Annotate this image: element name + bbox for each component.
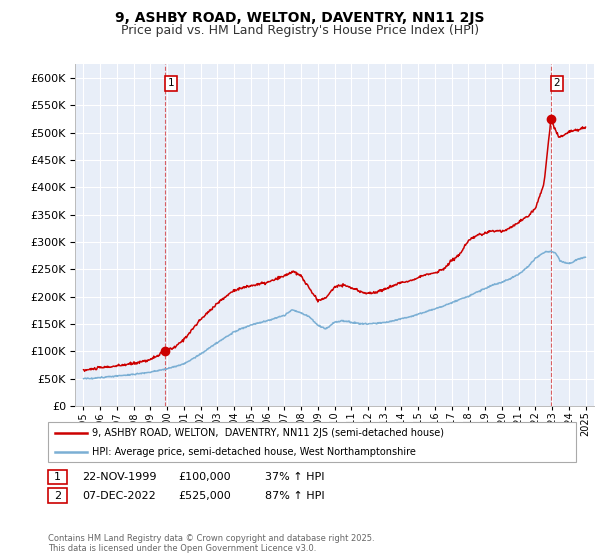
Text: 22-NOV-1999: 22-NOV-1999: [82, 472, 157, 482]
Text: 2: 2: [54, 491, 61, 501]
Text: Price paid vs. HM Land Registry's House Price Index (HPI): Price paid vs. HM Land Registry's House …: [121, 24, 479, 36]
Text: Contains HM Land Registry data © Crown copyright and database right 2025.
This d: Contains HM Land Registry data © Crown c…: [48, 534, 374, 553]
Text: 1: 1: [54, 472, 61, 482]
Text: £100,000: £100,000: [178, 472, 231, 482]
Text: 9, ASHBY ROAD, WELTON,  DAVENTRY, NN11 2JS (semi-detached house): 9, ASHBY ROAD, WELTON, DAVENTRY, NN11 2J…: [92, 428, 444, 438]
Text: 1: 1: [168, 78, 175, 88]
Text: 87% ↑ HPI: 87% ↑ HPI: [265, 491, 325, 501]
Text: HPI: Average price, semi-detached house, West Northamptonshire: HPI: Average price, semi-detached house,…: [92, 447, 416, 457]
Text: 37% ↑ HPI: 37% ↑ HPI: [265, 472, 325, 482]
Text: 9, ASHBY ROAD, WELTON, DAVENTRY, NN11 2JS: 9, ASHBY ROAD, WELTON, DAVENTRY, NN11 2J…: [115, 11, 485, 25]
Text: £525,000: £525,000: [178, 491, 231, 501]
Text: 07-DEC-2022: 07-DEC-2022: [82, 491, 156, 501]
Text: 2: 2: [553, 78, 560, 88]
